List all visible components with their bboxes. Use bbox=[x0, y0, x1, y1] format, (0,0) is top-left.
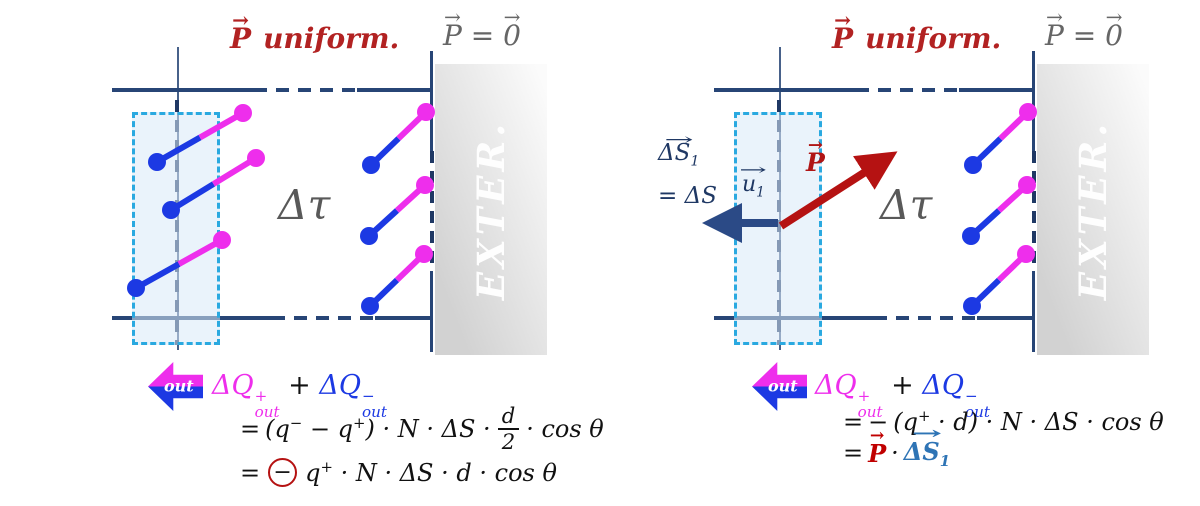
surface-slice bbox=[734, 112, 822, 345]
dipole bbox=[361, 245, 433, 315]
dielectric-right-wall-dashed bbox=[1032, 151, 1036, 271]
result-term: q+ · N · ΔS · d · cos θ bbox=[305, 458, 557, 487]
out-arrow-label: out bbox=[163, 376, 194, 396]
dielectric-right-wall-top bbox=[1032, 51, 1035, 151]
plus-sign: + bbox=[288, 370, 311, 401]
volume-label: Δτ bbox=[278, 181, 331, 229]
plus-sign: + bbox=[891, 370, 914, 401]
dq-plus-out-term: ΔQ + out bbox=[815, 370, 883, 422]
surface-element-label: ΔS1 = ΔS bbox=[658, 136, 717, 213]
p-zero-label: P = 0 bbox=[1045, 19, 1123, 52]
volume-label: Δτ bbox=[880, 181, 933, 229]
figure-vector-form: EXTER. bbox=[602, 0, 1200, 506]
p-uniform-label: Puniform. bbox=[230, 22, 399, 55]
formula-line3: = P · ΔS1 bbox=[843, 437, 950, 470]
box-top-border-left bbox=[112, 88, 254, 92]
p-symbol: P bbox=[1045, 19, 1064, 52]
u1-normal-label: u1 bbox=[742, 172, 765, 200]
dielectric-right-wall-bottom bbox=[1032, 271, 1035, 352]
exterior-region: EXTER. bbox=[435, 64, 547, 355]
box-top-border-right bbox=[357, 88, 433, 92]
dipole bbox=[148, 104, 252, 171]
equals-sign: = bbox=[843, 439, 864, 468]
box-bottom-border-dashed bbox=[272, 316, 375, 320]
box-top-border-dashed bbox=[254, 88, 357, 92]
p-field-label: P bbox=[806, 148, 825, 177]
ds1-vector-term: ΔS1 bbox=[904, 437, 950, 470]
dipole bbox=[362, 103, 435, 174]
dielectric-right-wall-dashed bbox=[430, 151, 434, 271]
formula-line1: ΔQ + out + ΔQ − out bbox=[815, 370, 990, 421]
dq-minus-out-term: ΔQ − out bbox=[922, 370, 990, 422]
p-vector-arrow bbox=[778, 151, 898, 230]
out-arrow-label: out bbox=[767, 376, 798, 396]
dipoles-layer bbox=[702, 103, 1037, 315]
formula-line1: ΔQ + out + ΔQ − out bbox=[212, 370, 387, 421]
equals-sign: = bbox=[1072, 19, 1097, 52]
dielectric-right-wall-top bbox=[430, 51, 433, 151]
exterior-region: EXTER. bbox=[1037, 64, 1149, 355]
p-zero-label: P = 0 bbox=[443, 19, 521, 52]
p-uniform-text: uniform. bbox=[865, 22, 1002, 55]
box-top-border-left bbox=[714, 88, 856, 92]
p-vector-symbol: P bbox=[832, 22, 853, 55]
equals-sign: = bbox=[843, 407, 864, 436]
dipole bbox=[162, 149, 265, 219]
ds1-equals-ds: = ΔS bbox=[658, 182, 717, 209]
ds1-vector-symbol: ΔS1 bbox=[658, 136, 699, 179]
zero-vector-symbol: 0 bbox=[503, 19, 521, 52]
equals-sign: = bbox=[470, 19, 495, 52]
box-bottom-border-dashed bbox=[874, 316, 977, 320]
p-symbol: P bbox=[443, 19, 462, 52]
dipole bbox=[964, 103, 1037, 174]
dipoles-layer bbox=[127, 103, 435, 315]
p-vector-term: P bbox=[868, 439, 886, 468]
dipole bbox=[360, 176, 434, 245]
box-bottom-border-right bbox=[977, 316, 1035, 320]
circled-minus-sign: − bbox=[268, 458, 298, 487]
charge-difference-term: (q− − q+) · N · ΔS · bbox=[265, 414, 491, 444]
dipole bbox=[963, 245, 1035, 315]
p-uniform-label: Puniform. bbox=[832, 22, 1001, 55]
u1-vector-symbol: u1 bbox=[742, 172, 765, 200]
equals-sign: = bbox=[240, 414, 261, 443]
dipole-moment-term: (q+ · d) · N · ΔS · cos θ bbox=[893, 407, 1164, 436]
dq-plus-out-term: ΔQ + out bbox=[212, 370, 280, 422]
dq-minus-out-term: ΔQ − out bbox=[319, 370, 387, 422]
dipole bbox=[127, 231, 231, 297]
figure-polarized-dielectric: EXTER. bbox=[0, 0, 600, 506]
box-top-border-dashed bbox=[856, 88, 959, 92]
formula-line2: = − (q+ · d) · N · ΔS · cos θ bbox=[843, 407, 1164, 436]
dot-product-sign: · bbox=[891, 439, 899, 468]
box-bottom-border-right bbox=[375, 316, 433, 320]
zero-vector-symbol: 0 bbox=[1105, 19, 1123, 52]
dipole bbox=[962, 176, 1036, 245]
dielectric-right-wall-bottom bbox=[430, 271, 433, 352]
p-uniform-text: uniform. bbox=[263, 22, 400, 55]
cos-theta-term: · cos θ bbox=[526, 414, 604, 443]
p-vector-symbol: P bbox=[230, 22, 251, 55]
formula-line3: = − q+ · N · ΔS · d · cos θ bbox=[240, 458, 557, 487]
equals-sign: = bbox=[240, 458, 261, 487]
box-top-border-right bbox=[959, 88, 1035, 92]
